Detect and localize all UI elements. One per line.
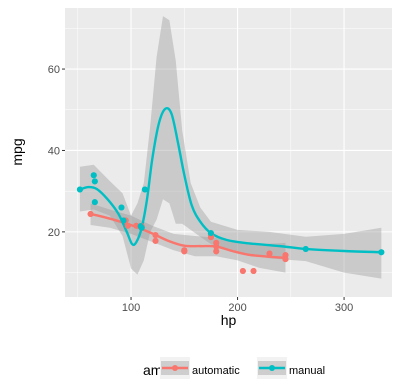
legend: am automatic manual xyxy=(143,357,325,379)
point-automatic-top xyxy=(282,256,289,263)
x-tick-label: 200 xyxy=(228,302,246,314)
point-manual-top xyxy=(138,224,145,231)
legend-label-automatic: automatic xyxy=(192,365,240,377)
legend-key-point xyxy=(172,365,178,371)
point-manual-top xyxy=(378,249,385,256)
legend-key-point xyxy=(269,365,275,371)
x-tick-label: 100 xyxy=(122,302,140,314)
confidence-band-manual xyxy=(79,16,382,279)
point-manual-top xyxy=(90,172,97,179)
point-automatic-top xyxy=(152,232,159,239)
smooth-line-manual xyxy=(79,107,382,254)
point-manual-top xyxy=(302,245,309,252)
point-manual-top xyxy=(141,186,148,193)
legend-title: am xyxy=(143,362,162,378)
point-automatic-top xyxy=(152,237,159,244)
x-tick-label: 300 xyxy=(335,302,353,314)
y-tick-label: 40 xyxy=(48,145,60,157)
y-axis-title: mpg xyxy=(9,138,25,165)
point-automatic-top xyxy=(250,267,257,274)
point-manual-top xyxy=(91,199,98,206)
axes: 100 200 300 20 40 60 xyxy=(48,64,353,314)
smooth-lines xyxy=(79,107,382,260)
point-automatic-top xyxy=(124,222,131,229)
point-automatic-top xyxy=(213,239,220,246)
grid-lines xyxy=(65,8,392,297)
point-automatic-top xyxy=(87,210,94,217)
y-tick-label: 60 xyxy=(48,64,60,76)
smooth-line-automatic xyxy=(90,212,286,260)
point-manual-top xyxy=(207,230,214,237)
legend-label-manual: manual xyxy=(289,365,325,377)
point-manual-top xyxy=(76,186,83,193)
legend-key-automatic xyxy=(160,357,190,379)
point-automatic-top xyxy=(213,248,220,255)
confidence-band-automatic xyxy=(90,203,286,273)
point-manual-top xyxy=(91,178,98,185)
point-manual-top xyxy=(118,204,125,211)
point-automatic-top xyxy=(181,248,188,255)
y-tick-label: 20 xyxy=(48,227,60,239)
point-automatic-top xyxy=(266,250,273,257)
x-axis-title: hp xyxy=(221,312,237,328)
point-manual-top xyxy=(120,217,127,224)
data-points-top xyxy=(76,172,385,274)
legend-key-manual xyxy=(257,357,287,379)
confidence-bands xyxy=(79,16,382,279)
point-automatic-top xyxy=(239,267,246,274)
